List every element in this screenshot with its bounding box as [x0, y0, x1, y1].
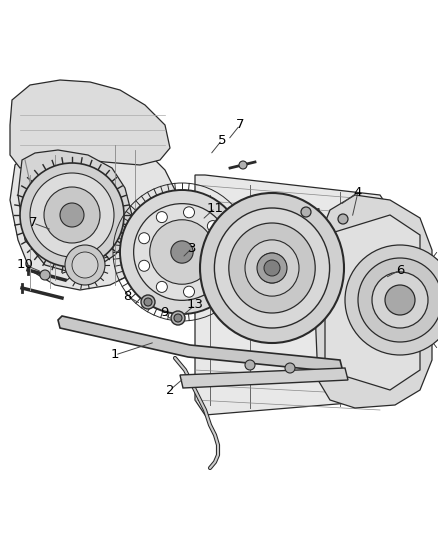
Ellipse shape: [200, 193, 344, 343]
Circle shape: [358, 258, 438, 342]
Circle shape: [40, 270, 50, 280]
Polygon shape: [18, 150, 132, 272]
Circle shape: [245, 360, 255, 370]
Text: 6: 6: [396, 263, 404, 277]
Text: 1: 1: [111, 349, 119, 361]
Text: 8: 8: [123, 289, 131, 303]
Circle shape: [301, 207, 311, 217]
Circle shape: [338, 214, 348, 224]
Text: 7: 7: [29, 216, 37, 230]
Circle shape: [139, 233, 150, 244]
Text: 9: 9: [160, 306, 168, 319]
Polygon shape: [10, 80, 170, 168]
Circle shape: [134, 204, 230, 301]
Circle shape: [141, 295, 155, 309]
Circle shape: [171, 241, 193, 263]
Text: 5: 5: [218, 133, 226, 147]
Circle shape: [144, 298, 152, 306]
Circle shape: [385, 285, 415, 315]
Text: 2: 2: [166, 384, 174, 397]
Circle shape: [44, 187, 100, 243]
Circle shape: [285, 363, 295, 373]
Circle shape: [139, 260, 150, 271]
Polygon shape: [315, 195, 432, 408]
Circle shape: [257, 253, 287, 283]
Circle shape: [207, 272, 219, 284]
Circle shape: [217, 246, 228, 257]
Circle shape: [372, 272, 428, 328]
Ellipse shape: [229, 223, 315, 313]
Circle shape: [184, 286, 194, 297]
Circle shape: [72, 252, 98, 278]
Circle shape: [171, 311, 185, 325]
Circle shape: [174, 314, 182, 322]
Text: 3: 3: [188, 241, 196, 254]
Circle shape: [20, 163, 124, 267]
Circle shape: [156, 281, 167, 293]
Circle shape: [184, 207, 194, 218]
Polygon shape: [195, 175, 395, 415]
Text: 10: 10: [17, 259, 33, 271]
Text: 7: 7: [236, 118, 244, 132]
Circle shape: [345, 245, 438, 355]
Ellipse shape: [214, 208, 330, 328]
Circle shape: [65, 245, 105, 285]
Circle shape: [207, 221, 219, 232]
Circle shape: [30, 173, 114, 257]
Text: 11: 11: [206, 201, 223, 214]
Text: 4: 4: [354, 185, 362, 198]
Circle shape: [60, 203, 84, 227]
Ellipse shape: [245, 240, 299, 296]
Ellipse shape: [258, 253, 286, 283]
Text: 13: 13: [187, 298, 204, 311]
Circle shape: [150, 220, 214, 284]
Polygon shape: [10, 135, 180, 290]
Circle shape: [120, 190, 244, 314]
Polygon shape: [180, 368, 348, 388]
Polygon shape: [58, 316, 342, 372]
Circle shape: [239, 161, 247, 169]
Polygon shape: [325, 215, 420, 390]
Circle shape: [156, 212, 167, 223]
Circle shape: [264, 260, 280, 276]
